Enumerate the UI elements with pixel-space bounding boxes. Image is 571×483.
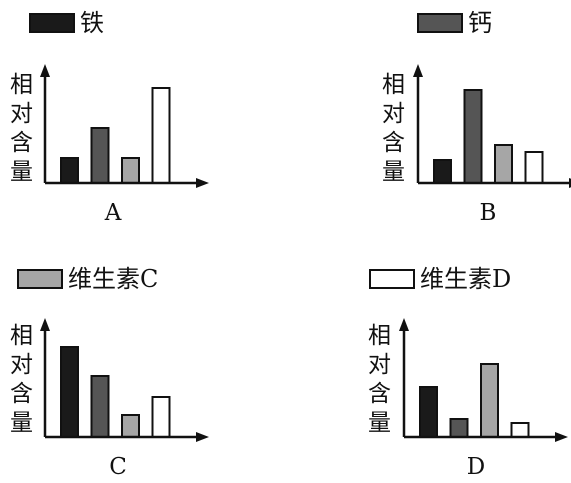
- y-axis-label: 相对含量: [10, 72, 33, 185]
- legend-label: 维生素C: [68, 265, 158, 293]
- legend-swatch: [417, 13, 463, 33]
- bar-2: [463, 89, 483, 184]
- bar-4: [524, 151, 544, 184]
- legend-swatch: [369, 269, 415, 289]
- legend-label: 钙: [468, 9, 492, 37]
- bar-2: [449, 418, 469, 438]
- chart-title: A: [104, 200, 122, 226]
- bar-2: [90, 375, 110, 438]
- chart-D: 相对含量 D: [368, 318, 568, 480]
- legend-item: 维生素C: [17, 265, 158, 293]
- legend-label: 铁: [80, 9, 104, 37]
- chart-title: B: [480, 200, 497, 226]
- chart-title: C: [109, 454, 127, 480]
- chart-title: D: [467, 454, 485, 480]
- x-axis-arrow: [196, 432, 209, 442]
- y-axis-arrow: [40, 64, 50, 77]
- y-axis-label: 相对含量: [382, 72, 405, 185]
- bar-1: [433, 159, 452, 184]
- y-axis-arrow: [40, 318, 50, 331]
- legend-item: 铁: [29, 9, 104, 37]
- x-axis-arrow: [555, 432, 568, 442]
- y-axis-arrow: [399, 318, 409, 331]
- chart-B: 相对含量 B: [382, 64, 571, 226]
- bar-4: [151, 396, 171, 438]
- bar-3: [121, 414, 140, 438]
- legend-item: 钙: [417, 9, 492, 37]
- bar-3: [480, 363, 499, 438]
- legend-swatch: [29, 13, 75, 33]
- bar-4: [151, 87, 171, 184]
- bar-1: [60, 346, 79, 438]
- charts: 相对含量 A 相对含量 B 相对含量 C 相对含量 D: [10, 64, 571, 480]
- y-axis-label: 相对含量: [10, 323, 33, 436]
- bar-1: [419, 386, 438, 438]
- bar-3: [121, 157, 140, 184]
- bar-1: [60, 157, 79, 184]
- y-axis-label: 相对含量: [368, 323, 391, 436]
- legend-item: 维生素D: [369, 265, 511, 293]
- bar-4: [510, 422, 530, 438]
- legend-swatch: [17, 269, 63, 289]
- chart-C: 相对含量 C: [10, 318, 209, 480]
- y-axis-arrow: [413, 64, 423, 77]
- x-axis-arrow: [196, 178, 209, 188]
- bar-3: [494, 144, 513, 184]
- legend-label: 维生素D: [420, 265, 511, 293]
- bar-2: [90, 127, 110, 184]
- chart-A: 相对含量 A: [10, 64, 209, 226]
